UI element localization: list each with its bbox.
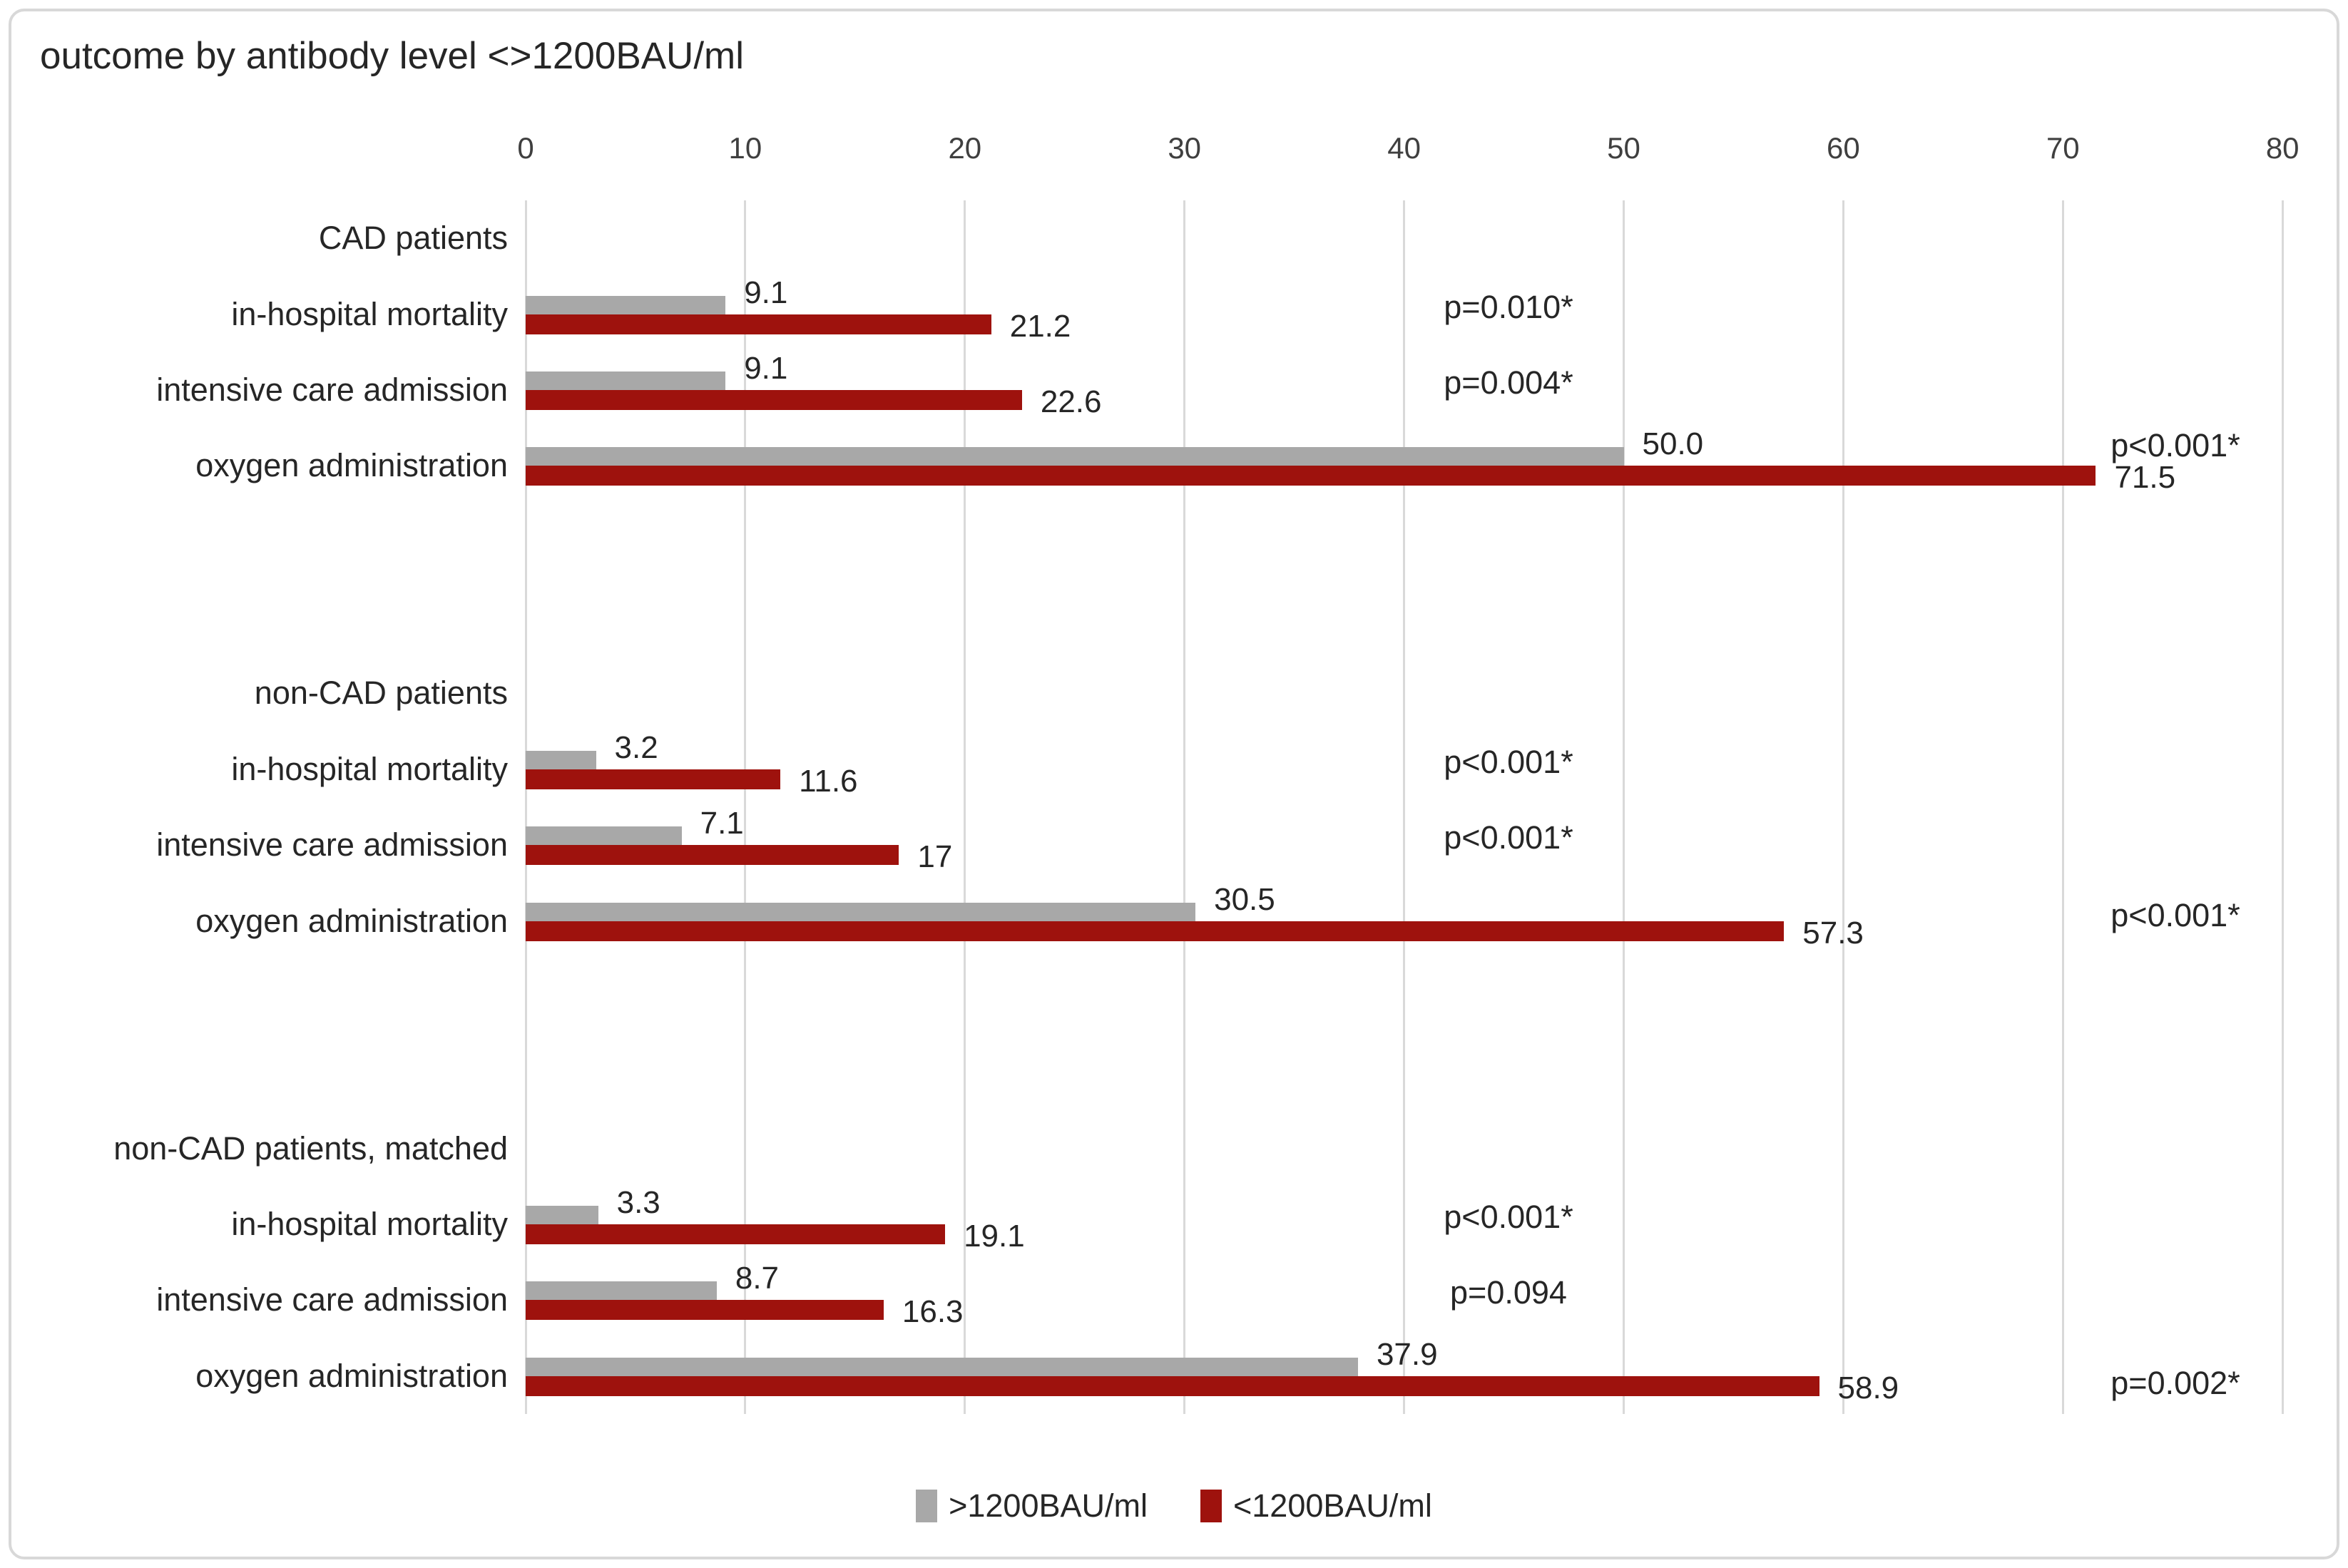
bar-red xyxy=(526,466,2096,486)
bar-value-label: 9.1 xyxy=(744,275,788,310)
bar-gray xyxy=(526,750,596,769)
gridline xyxy=(1183,200,1186,1414)
p-value-label: p<0.001* xyxy=(2110,896,2240,933)
category-label: oxygen administration xyxy=(195,447,508,484)
gridline xyxy=(1623,200,1625,1414)
bar-value-label: 17 xyxy=(917,839,953,875)
x-axis-tick-label: 80 xyxy=(2265,131,2299,165)
bar-value-label: 16.3 xyxy=(902,1294,964,1330)
p-value-label: p=0.004* xyxy=(1444,364,1573,401)
bar-value-label: 7.1 xyxy=(700,806,744,841)
bar-value-label: 30.5 xyxy=(1214,881,1275,917)
bar-value-label: 71.5 xyxy=(2114,460,2176,496)
bar-value-label: 11.6 xyxy=(799,763,858,799)
x-axis-tick-label: 10 xyxy=(728,131,762,165)
x-axis-tick-label: 20 xyxy=(948,131,982,165)
category-label: intensive care admission xyxy=(156,826,508,864)
gridline xyxy=(1403,200,1406,1414)
bar-value-label: 19.1 xyxy=(964,1219,1025,1254)
x-axis-tick-label: 70 xyxy=(2046,131,2080,165)
gridline xyxy=(524,200,527,1414)
category-label: intensive care admission xyxy=(156,371,508,408)
bar-value-label: 22.6 xyxy=(1040,384,1102,419)
category-label: oxygen administration xyxy=(195,1357,508,1394)
bar-red xyxy=(526,845,899,866)
bar-value-label: 50.0 xyxy=(1642,426,1704,462)
bar-red xyxy=(526,921,1785,941)
gridline xyxy=(744,200,747,1414)
x-axis-tick-label: 40 xyxy=(1387,131,1421,165)
x-axis-tick-label: 0 xyxy=(517,131,534,165)
legend-red-swatch xyxy=(1200,1490,1222,1522)
bar-red xyxy=(526,1375,1819,1396)
p-value-label: p<0.001* xyxy=(1444,819,1573,856)
category-label: oxygen administration xyxy=(195,902,508,939)
gridline xyxy=(964,200,966,1414)
group-label: non-CAD patients, matched xyxy=(113,1129,508,1167)
bar-gray xyxy=(526,447,1624,466)
p-value-label: p<0.001* xyxy=(1444,1199,1573,1236)
bar-value-label: 9.1 xyxy=(744,350,788,386)
bar-red xyxy=(526,389,1022,410)
legend-item-red: <1200BAU/ml xyxy=(1200,1487,1432,1525)
bar-red xyxy=(526,314,991,334)
x-axis-tick-label: 60 xyxy=(1827,131,1860,165)
x-axis-tick-label: 30 xyxy=(1168,131,1202,165)
bar-value-label: 21.2 xyxy=(1009,308,1071,344)
gridline xyxy=(1842,200,1844,1414)
bar-gray xyxy=(526,1281,717,1301)
bar-red xyxy=(526,1224,946,1245)
legend: >1200BAU/ml <1200BAU/ml xyxy=(0,1485,2348,1527)
category-label: intensive care admission xyxy=(156,1281,508,1318)
bar-value-label: 37.9 xyxy=(1376,1336,1438,1372)
bar-value-label: 58.9 xyxy=(1837,1370,1899,1405)
category-label: in-hospital mortality xyxy=(231,750,508,787)
bar-value-label: 8.7 xyxy=(735,1261,780,1296)
bar-red xyxy=(526,1300,884,1321)
legend-label: <1200BAU/ml xyxy=(1233,1487,1432,1524)
gridline xyxy=(2061,200,2064,1414)
bar-gray xyxy=(526,295,726,314)
bar-value-label: 3.2 xyxy=(614,729,658,765)
bar-gray xyxy=(526,826,682,846)
bar-value-label: 3.3 xyxy=(616,1185,660,1221)
bar-gray xyxy=(526,1357,1358,1376)
p-value-label: p=0.002* xyxy=(2110,1364,2240,1401)
p-value-label: p=0.094 xyxy=(1450,1274,1567,1311)
legend-item-gray: >1200BAU/ml xyxy=(916,1487,1148,1525)
bar-gray xyxy=(526,902,1196,921)
category-label: in-hospital mortality xyxy=(231,295,508,332)
bar-value-label: 57.3 xyxy=(1802,915,1864,950)
group-label: CAD patients xyxy=(318,220,508,257)
bar-red xyxy=(526,769,781,789)
legend-gray-swatch xyxy=(916,1490,938,1522)
bar-gray xyxy=(526,371,726,390)
bar-gray xyxy=(526,1206,598,1225)
chart-title: outcome by antibody level <>1200BAU/ml xyxy=(40,35,744,77)
gridline xyxy=(2281,200,2284,1414)
p-value-label: p<0.001* xyxy=(1444,743,1573,780)
category-label: in-hospital mortality xyxy=(231,1206,508,1243)
legend-label: >1200BAU/ml xyxy=(949,1487,1148,1524)
group-label: non-CAD patients xyxy=(254,675,508,712)
p-value-label: p<0.001* xyxy=(2110,427,2240,464)
x-axis-tick-label: 50 xyxy=(1607,131,1640,165)
p-value-label: p=0.010* xyxy=(1444,288,1573,325)
